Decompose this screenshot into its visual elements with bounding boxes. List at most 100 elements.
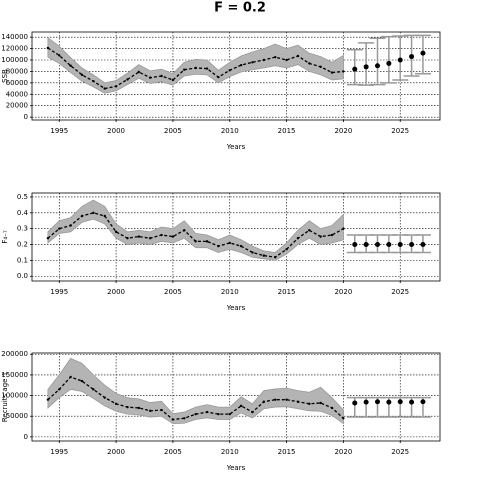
- estimate-point: [137, 235, 141, 238]
- estimate-point: [217, 244, 220, 248]
- projection-point: [374, 63, 380, 69]
- estimate-point: [126, 78, 129, 81]
- x-tick-label: 2015: [278, 448, 296, 456]
- estimate-point: [114, 402, 118, 406]
- estimate-point: [239, 244, 243, 248]
- projection-point: [352, 400, 358, 406]
- estimate-point: [296, 236, 300, 240]
- estimate-point: [342, 227, 345, 230]
- projection-point: [420, 50, 426, 56]
- x-tick-label: 1995: [50, 288, 68, 296]
- estimate-point: [319, 235, 322, 238]
- y-axis-label: SSB: [1, 69, 9, 83]
- estimate-point: [308, 229, 311, 232]
- y-tick-label: 0.0: [17, 272, 28, 280]
- estimate-point: [46, 398, 50, 401]
- x-tick-label: 2005: [164, 288, 182, 296]
- y-tick-label: 0: [24, 113, 28, 121]
- x-axis-label: Years: [226, 464, 246, 472]
- estimate-point: [274, 55, 277, 59]
- estimate-point: [251, 61, 254, 64]
- confidence-band: [47, 199, 344, 261]
- estimate-point: [285, 248, 288, 251]
- estimate-point: [69, 224, 72, 227]
- estimate-point: [148, 236, 152, 240]
- y-axis-label: F₄₋₇: [1, 230, 9, 244]
- plot-frame: [31, 31, 441, 121]
- y-tick-label: 0.2: [17, 241, 28, 249]
- estimate-point: [103, 214, 106, 218]
- projection-point: [352, 66, 358, 72]
- x-tick-label: 2025: [391, 288, 409, 296]
- estimate-point: [69, 64, 72, 67]
- estimate-point: [251, 410, 254, 414]
- projection-point: [409, 54, 415, 60]
- projection-point: [363, 64, 369, 70]
- estimate-point: [205, 67, 209, 70]
- x-tick-label: 2010: [221, 448, 239, 456]
- x-tick-label: 2025: [391, 448, 409, 456]
- x-tick-label: 2000: [107, 127, 125, 135]
- x-tick-label: 1995: [50, 448, 68, 456]
- estimate-point: [183, 229, 186, 232]
- estimate-point: [319, 65, 322, 69]
- projection-point: [397, 399, 403, 405]
- projection-point: [420, 399, 426, 405]
- estimate-point: [80, 73, 84, 77]
- estimate-point: [183, 68, 186, 71]
- estimate-point: [262, 400, 266, 403]
- estimate-point: [217, 75, 220, 79]
- y-tick-label: 100000: [1, 392, 28, 400]
- estimate-point: [228, 69, 231, 72]
- estimate-point: [80, 379, 84, 383]
- projection-point: [374, 399, 380, 405]
- projection-point: [386, 399, 392, 405]
- estimate-point: [274, 398, 277, 401]
- y-tick-label: 50000: [6, 412, 28, 420]
- estimate-point: [137, 406, 141, 410]
- estimate-point: [126, 405, 129, 409]
- estimate-point: [285, 398, 288, 401]
- estimate-point: [58, 227, 61, 230]
- x-tick-label: 2020: [334, 288, 352, 296]
- estimate-point: [194, 66, 197, 70]
- estimate-point: [274, 256, 277, 259]
- estimate-point: [330, 71, 334, 74]
- estimate-point: [171, 78, 175, 82]
- estimate-point: [92, 211, 95, 215]
- x-tick-label: 2010: [221, 288, 239, 296]
- y-tick-label: 20000: [6, 102, 28, 110]
- estimate-point: [205, 410, 209, 414]
- estimate-point: [296, 400, 300, 403]
- estimate-point: [171, 235, 175, 238]
- y-axis-label: Recruits age 1: [1, 372, 9, 422]
- estimate-point: [103, 396, 106, 399]
- estimate-point: [262, 58, 266, 62]
- projection-point: [397, 57, 403, 63]
- estimate-point: [319, 401, 322, 405]
- estimate-point: [262, 254, 266, 257]
- x-axis-label: Years: [226, 304, 246, 312]
- estimate-point: [148, 409, 152, 413]
- x-tick-label: 2000: [107, 288, 125, 296]
- confidence-band: [47, 357, 344, 425]
- y-tick-label: 0: [24, 433, 28, 441]
- plot-frame: [31, 352, 441, 442]
- x-axis-label: Years: [226, 143, 246, 151]
- x-tick-label: 2010: [221, 127, 239, 135]
- projection-point: [374, 242, 380, 248]
- x-tick-label: 2020: [334, 448, 352, 456]
- estimate-point: [114, 230, 118, 234]
- estimate-point: [285, 58, 288, 62]
- estimate-point: [80, 214, 84, 218]
- x-tick-label: 2020: [334, 127, 352, 135]
- x-tick-label: 2000: [107, 448, 125, 456]
- estimate-point: [92, 79, 95, 83]
- estimate-point: [92, 388, 95, 391]
- y-tick-label: 60000: [6, 79, 28, 87]
- estimate-point: [160, 74, 163, 78]
- estimate-point: [126, 236, 129, 240]
- estimate-point: [308, 402, 311, 406]
- projection-point: [397, 242, 403, 248]
- projection-point: [363, 242, 369, 248]
